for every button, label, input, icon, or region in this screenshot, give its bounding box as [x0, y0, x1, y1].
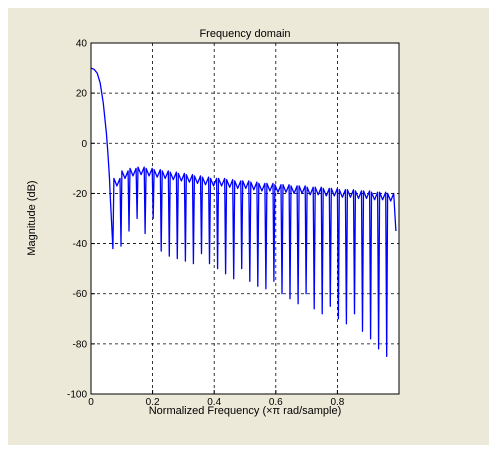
x-axis-label: Normalized Frequency (×π rad/sample)	[149, 405, 342, 417]
tick-marks	[90, 42, 338, 395]
y-tick-label: 20	[76, 89, 88, 100]
y-tick-label: -80	[73, 339, 88, 350]
magnitude-response-chart: Frequency domain Normalized Frequency (×…	[26, 28, 400, 417]
x-tick-label: 0.8	[330, 397, 344, 408]
y-tick-label: -40	[73, 239, 88, 250]
x-tick-label: 0.2	[146, 397, 160, 408]
series-group	[90, 67, 397, 358]
magnitude-series-line	[90, 67, 397, 358]
x-tick-label: 0	[88, 397, 94, 408]
chart-title: Frequency domain	[199, 28, 290, 40]
y-tick-label: -100	[67, 390, 87, 401]
y-tick-label: -20	[73, 189, 88, 200]
y-tick-label: 0	[81, 139, 87, 150]
x-tick-label: 0.6	[269, 397, 283, 408]
y-axis-label: Magnitude (dB)	[26, 180, 38, 255]
x-tick-label: 0.4	[207, 397, 221, 408]
y-tick-label: -60	[73, 289, 88, 300]
figure-window: Frequency domain Normalized Frequency (×…	[8, 8, 489, 445]
axes-frame	[90, 42, 400, 395]
y-tick-label: 40	[76, 39, 88, 50]
